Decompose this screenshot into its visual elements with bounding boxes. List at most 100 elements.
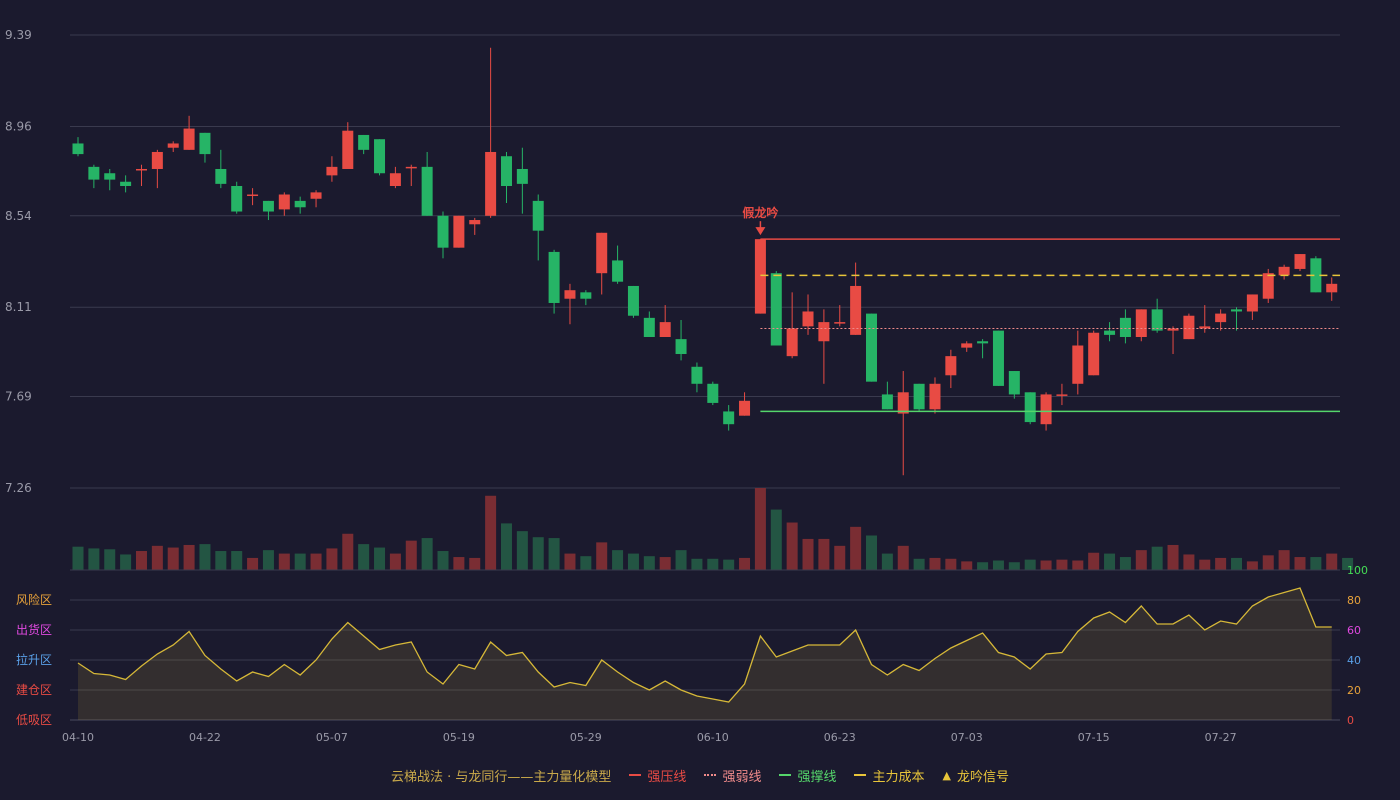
candle-body bbox=[500, 156, 512, 186]
candle bbox=[1151, 298, 1163, 333]
candle-body bbox=[786, 328, 798, 357]
volume-bar bbox=[850, 526, 862, 570]
candle bbox=[215, 149, 227, 189]
candle bbox=[1310, 256, 1322, 293]
candle bbox=[723, 405, 735, 431]
volume-bar bbox=[659, 557, 671, 570]
y-tick-label: 8.96 bbox=[5, 119, 32, 133]
candle-body bbox=[135, 168, 147, 171]
volume-bar bbox=[342, 533, 354, 570]
volume-bar bbox=[691, 558, 703, 570]
candle bbox=[199, 132, 211, 163]
candle bbox=[135, 164, 147, 186]
volume-bar bbox=[707, 558, 719, 570]
volume-bar bbox=[88, 548, 100, 570]
volume-bar bbox=[1056, 559, 1068, 570]
volume-bar bbox=[1104, 553, 1116, 570]
volume-bar bbox=[770, 509, 782, 570]
volume-bar bbox=[500, 523, 512, 570]
candle-body bbox=[120, 181, 132, 186]
indicator-panel: 0 20 40 60 80 100 低吸区 建仓区 拉升区 出货区 风险区 bbox=[16, 564, 1368, 727]
candle bbox=[310, 190, 322, 208]
key-lines bbox=[760, 238, 1340, 413]
candle bbox=[691, 362, 703, 393]
volume-bar bbox=[437, 551, 449, 570]
candle bbox=[469, 217, 481, 235]
candle bbox=[992, 330, 1004, 386]
candle-body bbox=[1215, 313, 1227, 323]
candle-body bbox=[977, 341, 989, 344]
zone-label: 风险区 bbox=[16, 592, 52, 607]
legend-label-support: 强撑线 bbox=[797, 769, 837, 785]
volume-bar bbox=[120, 554, 132, 570]
candle-body bbox=[104, 173, 116, 180]
volume-bar bbox=[1040, 560, 1052, 570]
candle bbox=[358, 134, 370, 155]
candle-body bbox=[167, 143, 179, 148]
volume-bar bbox=[215, 551, 227, 570]
candle-body bbox=[834, 322, 846, 324]
candle-body bbox=[1183, 315, 1195, 340]
volume-bar bbox=[374, 547, 386, 570]
candle bbox=[850, 262, 862, 335]
volume-bar bbox=[167, 547, 179, 570]
candle bbox=[278, 192, 290, 216]
candle-body bbox=[278, 194, 290, 210]
candle-body bbox=[405, 166, 417, 169]
candle bbox=[627, 285, 639, 318]
candle bbox=[580, 290, 592, 306]
candle-body bbox=[1326, 283, 1338, 293]
x-tick-label: 07-03 bbox=[951, 731, 983, 744]
volume-bar bbox=[1342, 557, 1354, 570]
legend-item-support: 强撑线 bbox=[779, 766, 836, 785]
candle-body bbox=[469, 220, 481, 225]
candle bbox=[707, 381, 719, 406]
volume-bar bbox=[278, 553, 290, 570]
candle-body bbox=[1262, 273, 1274, 299]
candle bbox=[977, 339, 989, 359]
volume-bar bbox=[881, 553, 893, 570]
candle bbox=[818, 309, 830, 384]
volume-bar bbox=[1310, 557, 1322, 570]
x-tick-label: 06-10 bbox=[697, 731, 729, 744]
volume-bar bbox=[1262, 555, 1274, 570]
candle bbox=[754, 239, 766, 314]
candle-body bbox=[580, 292, 592, 299]
candle-body bbox=[1088, 332, 1100, 376]
candle-body bbox=[596, 232, 608, 274]
price-grid bbox=[70, 34, 1340, 489]
volume-bar bbox=[1151, 546, 1163, 570]
volume-bar bbox=[1199, 559, 1211, 570]
volume-bar bbox=[913, 558, 925, 570]
legend-swatch-support bbox=[779, 774, 792, 776]
candle bbox=[453, 215, 465, 248]
candle-body bbox=[1056, 394, 1068, 396]
legend-swatch-cost bbox=[854, 774, 867, 776]
candle bbox=[262, 200, 274, 221]
volume-bar bbox=[675, 550, 687, 570]
volume-bar bbox=[326, 548, 338, 570]
volume-bar bbox=[866, 535, 877, 570]
candle-body bbox=[913, 383, 925, 410]
indicator-area bbox=[78, 588, 1332, 720]
candle-body bbox=[1246, 294, 1258, 312]
volume-bar bbox=[548, 538, 560, 570]
volume-bar bbox=[104, 549, 116, 570]
volume-bar bbox=[469, 557, 481, 570]
volume-bar bbox=[596, 542, 608, 570]
candle bbox=[247, 188, 259, 206]
candle-body bbox=[151, 151, 163, 169]
volume-bar bbox=[945, 558, 957, 570]
x-tick-label: 04-10 bbox=[62, 731, 94, 744]
x-tick-label: 07-27 bbox=[1205, 731, 1237, 744]
candle bbox=[485, 47, 497, 218]
volume-bar bbox=[786, 522, 798, 570]
volume-bar bbox=[1231, 557, 1243, 570]
volume-bar bbox=[1119, 557, 1131, 570]
volume-bar bbox=[1024, 559, 1036, 570]
candle-body bbox=[754, 239, 766, 314]
volume-bar bbox=[310, 553, 322, 570]
volume-bar bbox=[1294, 557, 1306, 570]
candle-body bbox=[691, 366, 703, 384]
annotation-label: 假龙吟 bbox=[742, 205, 778, 220]
